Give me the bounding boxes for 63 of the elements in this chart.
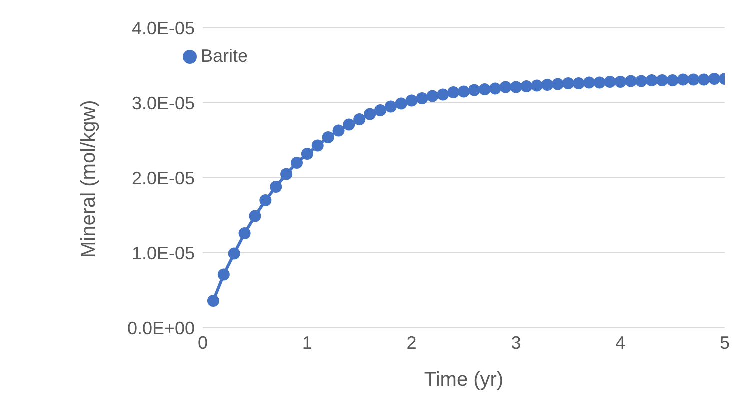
point <box>384 100 397 113</box>
y-tick-label: 3.0E-05 <box>132 93 196 114</box>
point <box>280 168 293 180</box>
point <box>270 181 282 193</box>
point <box>594 76 606 89</box>
point <box>688 74 700 86</box>
point <box>552 78 564 90</box>
point <box>614 76 627 88</box>
point <box>426 90 439 102</box>
point <box>395 98 408 110</box>
x-tick-label: 3 <box>511 332 522 353</box>
point <box>437 88 450 101</box>
point <box>656 74 668 86</box>
point <box>489 82 502 95</box>
y-tick-label: 2.0E-05 <box>132 168 196 188</box>
point <box>249 210 262 222</box>
y-tick-label: 0.0E+00 <box>127 318 196 338</box>
point <box>322 132 334 144</box>
point <box>708 73 721 85</box>
point <box>458 86 470 98</box>
y-tick-label: 4.0E-05 <box>132 18 196 38</box>
point <box>260 194 272 206</box>
x-tick-label: 5 <box>720 332 730 353</box>
point <box>343 118 356 131</box>
point <box>520 80 533 92</box>
x-tick-label: 1 <box>302 332 312 353</box>
point <box>666 74 679 86</box>
point <box>448 86 460 98</box>
point <box>635 75 648 88</box>
point <box>238 228 251 240</box>
legend-label: Barite <box>201 46 248 66</box>
point <box>677 74 690 86</box>
point <box>364 108 376 120</box>
point <box>354 114 366 126</box>
point <box>625 75 638 88</box>
point <box>562 78 574 90</box>
x-axis-title: Time (yr) <box>424 369 504 391</box>
point <box>416 92 428 104</box>
point <box>218 268 230 281</box>
point <box>531 80 544 92</box>
point <box>542 79 554 91</box>
point <box>301 148 314 160</box>
point <box>583 76 596 89</box>
point <box>312 140 324 152</box>
point <box>698 74 710 86</box>
point <box>646 74 658 86</box>
point <box>290 157 303 169</box>
point <box>228 248 240 260</box>
point <box>478 84 491 96</box>
point <box>500 81 512 94</box>
y-tick-label: 1.0E-05 <box>132 243 196 264</box>
point <box>572 78 585 90</box>
point <box>406 94 418 107</box>
point <box>468 84 480 96</box>
point <box>207 295 220 307</box>
x-tick-label: 0 <box>198 332 208 353</box>
point <box>332 124 345 137</box>
x-tick-label: 4 <box>616 332 626 353</box>
point <box>374 104 386 116</box>
point <box>510 81 522 94</box>
x-tick-label: 2 <box>406 332 417 353</box>
y-axis-title: Mineral (mol/kgw) <box>78 100 100 258</box>
point <box>604 76 616 88</box>
